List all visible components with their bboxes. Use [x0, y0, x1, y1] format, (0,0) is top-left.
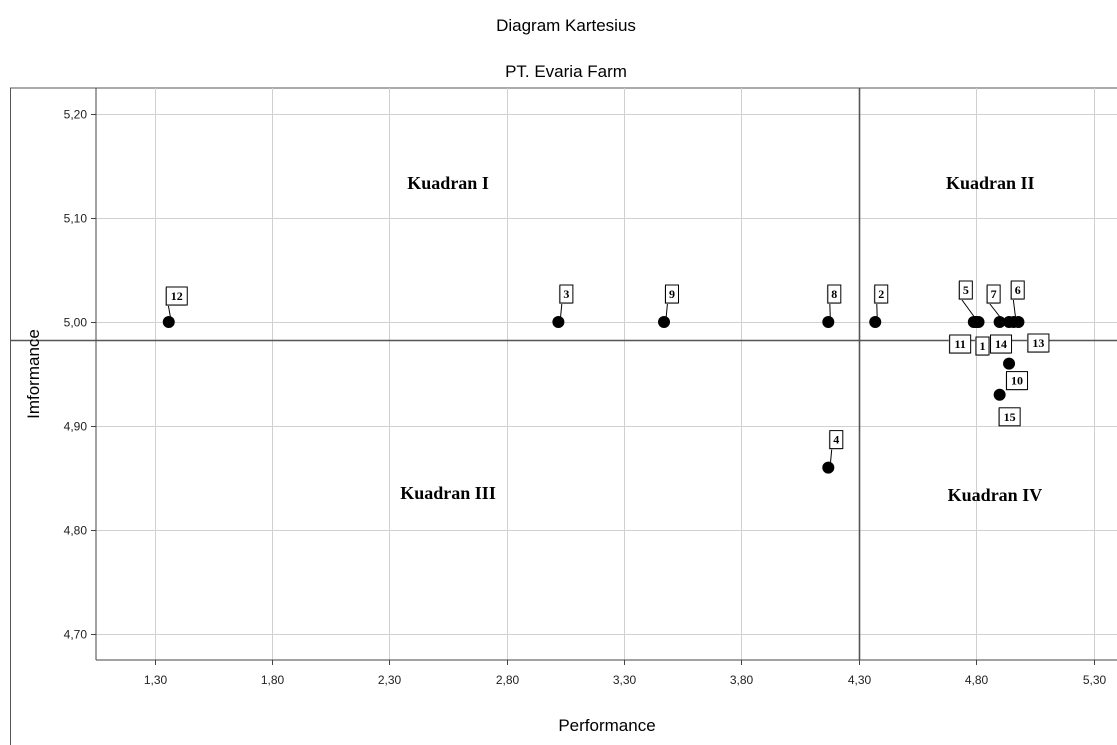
- point-label-box: [665, 284, 680, 304]
- x-tick-label: 4,80: [965, 673, 989, 687]
- point-label-box: [1010, 280, 1025, 300]
- data-point: [993, 316, 1006, 328]
- grid-lines: [96, 88, 1117, 660]
- point-label-box: [958, 280, 973, 300]
- data-point: [869, 316, 882, 328]
- point-label-box: [975, 336, 990, 356]
- quadrant-label: Kuadran II: [946, 173, 1035, 193]
- reference-lines: [10, 88, 1117, 660]
- y-tick-label: 4,80: [64, 524, 88, 538]
- x-tick-label: 3,30: [613, 673, 637, 687]
- point-label-box: [829, 430, 844, 450]
- data-point: [822, 461, 835, 474]
- y-axis-title: Imformance: [24, 329, 43, 419]
- quadrant-label: Kuadran III: [400, 483, 496, 503]
- point-label: 15: [1004, 410, 1016, 424]
- point-label-box: [559, 284, 574, 304]
- point-label-box: [827, 284, 842, 304]
- x-axis-title: Performance: [558, 716, 655, 735]
- y-tick-label: 4,90: [64, 420, 88, 434]
- point-label: 5: [963, 283, 969, 297]
- point-label-box: [1006, 371, 1029, 391]
- quadrant-labels: Kuadran I Kuadran II Kuadran III Kuadran IV: [400, 173, 1042, 505]
- point-label-box: [165, 286, 188, 306]
- x-tick-label: 3,80: [730, 673, 754, 687]
- x-tick-label: 1,80: [261, 673, 285, 687]
- y-tick-label: 4,70: [64, 628, 88, 642]
- quadrant-label: Kuadran I: [407, 173, 489, 193]
- point-label: 2: [878, 287, 884, 301]
- point-label-box: [986, 284, 1001, 304]
- point-label: 11: [955, 337, 966, 351]
- data-point: [552, 316, 565, 328]
- y-tick-label: 5,00: [64, 316, 88, 330]
- data-point: [1003, 316, 1016, 328]
- data-point: [1012, 316, 1025, 328]
- x-tick-label: 5,30: [1083, 673, 1107, 687]
- point-label: 9: [669, 287, 675, 301]
- x-tick-label: 2,80: [496, 673, 520, 687]
- point-label: 12: [171, 289, 183, 303]
- point-leader-line: [559, 302, 563, 320]
- data-point: [162, 316, 175, 328]
- point-label: 3: [563, 287, 569, 301]
- data-point: [993, 388, 1006, 401]
- data-point: [658, 316, 671, 328]
- axis-ticks: 1,30 1,80 2,30 2,80 3,30 3,80 4,30 4,80 5,30 4,70…: [64, 108, 1107, 688]
- point-label-box: [990, 334, 1013, 354]
- point-label-box: [1027, 333, 1050, 353]
- point-label-box: [949, 334, 972, 354]
- point-label: 8: [831, 287, 837, 301]
- y-tick-label: 5,10: [64, 212, 88, 226]
- data-point: [822, 316, 835, 328]
- point-leader-line: [829, 448, 833, 465]
- x-tick-label: 4,30: [848, 673, 872, 687]
- data-point: [970, 316, 983, 328]
- data-point: [1003, 357, 1016, 370]
- point-label: 14: [995, 337, 1007, 351]
- x-tick-label: 2,30: [378, 673, 402, 687]
- point-label-box: [874, 284, 889, 304]
- x-tick-label: 1,30: [144, 673, 168, 687]
- y-tick-label: 5,20: [64, 108, 88, 122]
- point-leader-line: [665, 302, 669, 320]
- point-label: 10: [1011, 374, 1023, 388]
- point-label: 4: [833, 433, 839, 447]
- point-label: 13: [1032, 336, 1044, 350]
- point-leader-line: [1012, 298, 1017, 320]
- point-label: 1: [980, 339, 986, 353]
- point-label: 7: [991, 287, 997, 301]
- quadrant-label: Kuadran IV: [948, 485, 1043, 505]
- point-label-box: [998, 407, 1021, 427]
- point-leader-line: [960, 298, 977, 320]
- point-label: 6: [1015, 283, 1021, 297]
- chart-subtitle: PT. Evaria Farm: [505, 62, 627, 81]
- chart-title: Diagram Kartesius: [496, 16, 636, 35]
